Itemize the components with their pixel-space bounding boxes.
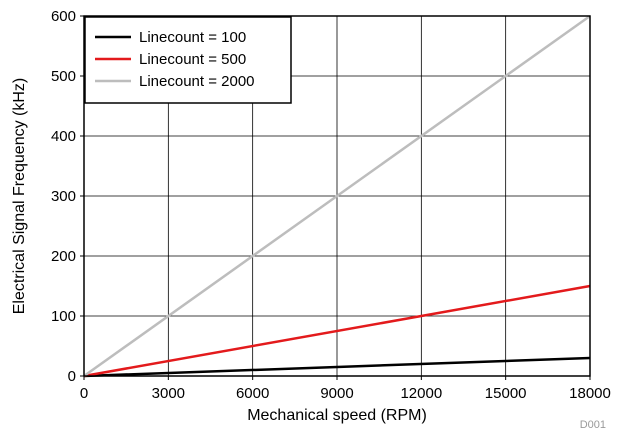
- legend: Linecount = 100 Linecount = 500 Linecount …: [84, 16, 292, 104]
- legend-label: Linecount = 500: [139, 51, 246, 68]
- y-axis-ticks: 0 100 200 300 400 500 600: [51, 8, 84, 385]
- series-line-1: [83, 356, 591, 378]
- series-lines: [83, 14, 591, 378]
- x-tick-label: 3000: [152, 385, 185, 402]
- y-axis-label: Electrical Signal Frequency (kHz): [11, 78, 28, 315]
- x-tick-label: 0: [80, 385, 88, 402]
- series-line-2: [83, 284, 591, 378]
- legend-label: Linecount = 2000: [139, 73, 255, 90]
- x-tick-label: 12000: [400, 385, 442, 402]
- legend-label: Linecount = 100: [139, 29, 246, 46]
- x-tick-label: 18000: [569, 385, 611, 402]
- y-tick-label: 600: [51, 8, 76, 25]
- x-tick-label: 6000: [236, 385, 269, 402]
- x-tick-label: 9000: [320, 385, 353, 402]
- y-tick-label: 0: [68, 368, 76, 385]
- x-tick-label: 15000: [485, 385, 527, 402]
- figure-id: D001: [580, 419, 606, 431]
- series-line-3: [83, 14, 591, 378]
- y-tick-label: 100: [51, 308, 76, 325]
- x-axis-label: Mechanical speed (RPM): [247, 407, 427, 424]
- x-axis-ticks: 0 3000 6000 9000 12000 15000 18000: [80, 376, 611, 402]
- y-tick-label: 300: [51, 188, 76, 205]
- y-tick-label: 500: [51, 68, 76, 85]
- y-tick-label: 400: [51, 128, 76, 145]
- y-tick-label: 200: [51, 248, 76, 265]
